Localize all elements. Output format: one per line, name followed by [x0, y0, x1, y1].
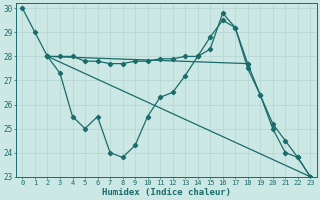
X-axis label: Humidex (Indice chaleur): Humidex (Indice chaleur) — [102, 188, 231, 197]
